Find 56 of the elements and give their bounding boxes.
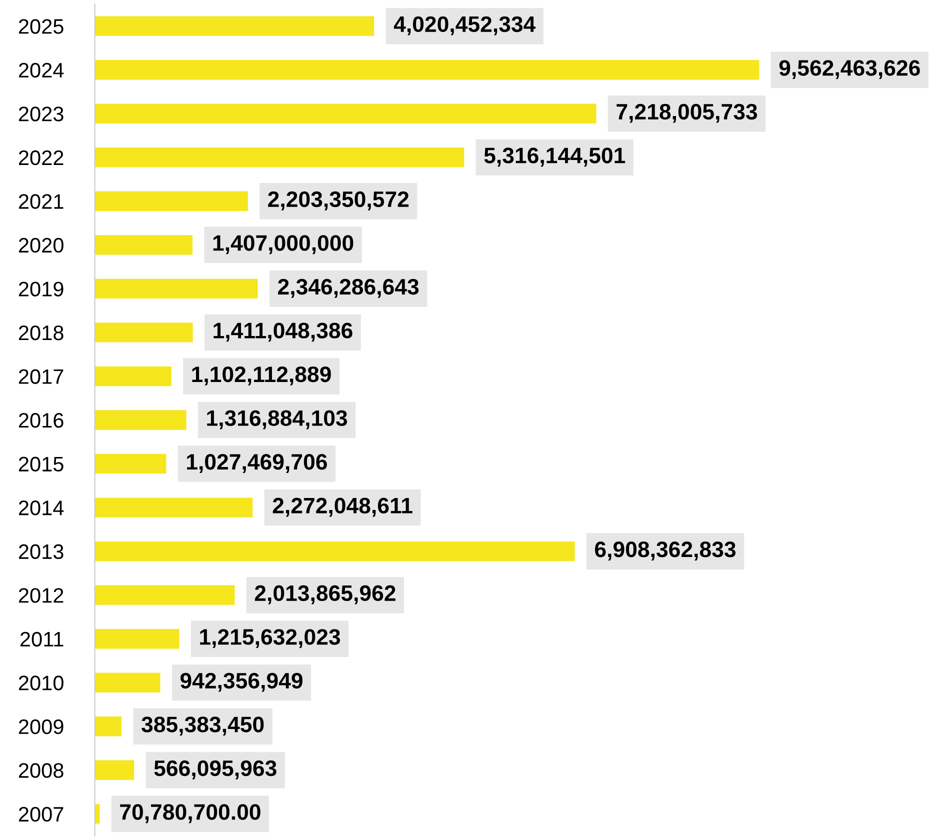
bar	[94, 672, 160, 692]
bar	[94, 498, 253, 518]
y-tick-label: 2020	[18, 238, 64, 253]
y-tick-label: 2022	[18, 150, 64, 166]
y-tick-label: 2011	[20, 632, 64, 647]
bar	[94, 148, 464, 168]
y-tick-label: 2025	[18, 19, 64, 34]
data-label: 6,908,362,833	[595, 542, 736, 560]
data-label: 566,095,963	[154, 760, 276, 780]
data-label: 7,218,005,733	[616, 104, 758, 123]
data-label: 1,411,048,386	[214, 322, 352, 342]
bar	[94, 585, 235, 605]
y-tick-label: 2024	[18, 62, 64, 78]
bar	[94, 235, 193, 255]
bar	[94, 191, 248, 212]
bar	[94, 541, 575, 562]
y-tick-label: 2019	[18, 282, 64, 296]
bar	[94, 628, 180, 649]
data-label: 1,102,112,889	[192, 366, 331, 386]
y-tick-label: 2008	[18, 763, 64, 778]
y-tick-label: 2014	[18, 500, 64, 516]
data-label: 2,013,865,962	[254, 585, 396, 604]
data-label: 9,562,463,626	[779, 60, 920, 80]
bar	[94, 104, 596, 124]
data-label: 1,027,469,706	[187, 454, 327, 473]
y-tick-label: 2009	[18, 719, 64, 734]
data-label: 1,215,632,023	[200, 629, 340, 648]
bar	[94, 760, 134, 780]
y-tick-label: 2023	[18, 106, 64, 122]
bar	[94, 454, 166, 474]
y-tick-label: 2018	[18, 325, 64, 340]
data-label: 70,780,700.00	[120, 804, 260, 824]
bar	[94, 322, 193, 342]
data-label: 2,346,286,643	[278, 278, 419, 298]
y-tick-label: 2010	[18, 676, 64, 690]
y-tick-label: 2007	[18, 806, 64, 822]
bar	[94, 716, 122, 736]
data-label: 5,316,144,501	[484, 148, 626, 167]
y-tick-label: 2021	[18, 194, 64, 209]
bar	[94, 16, 374, 36]
bar	[94, 366, 172, 386]
y-tick-label: 2015	[18, 456, 64, 472]
y-tick-label: 2013	[18, 544, 64, 560]
data-label: 4,020,452,334	[394, 16, 536, 36]
data-label: 1,316,884,103	[207, 410, 348, 430]
y-tick-label: 2012	[18, 588, 64, 603]
bar	[94, 60, 760, 80]
data-label: 942,356,949	[180, 672, 302, 692]
y-tick-label: 2017	[18, 369, 64, 384]
data-label: 2,272,048,611	[272, 498, 412, 517]
y-tick-label: 2016	[18, 413, 64, 428]
bar	[94, 410, 186, 430]
data-label: 385,383,450	[142, 716, 264, 736]
data-label: 2,203,350,572	[268, 191, 409, 210]
data-label: 1,407,000,000	[213, 235, 354, 254]
bar	[94, 278, 258, 299]
